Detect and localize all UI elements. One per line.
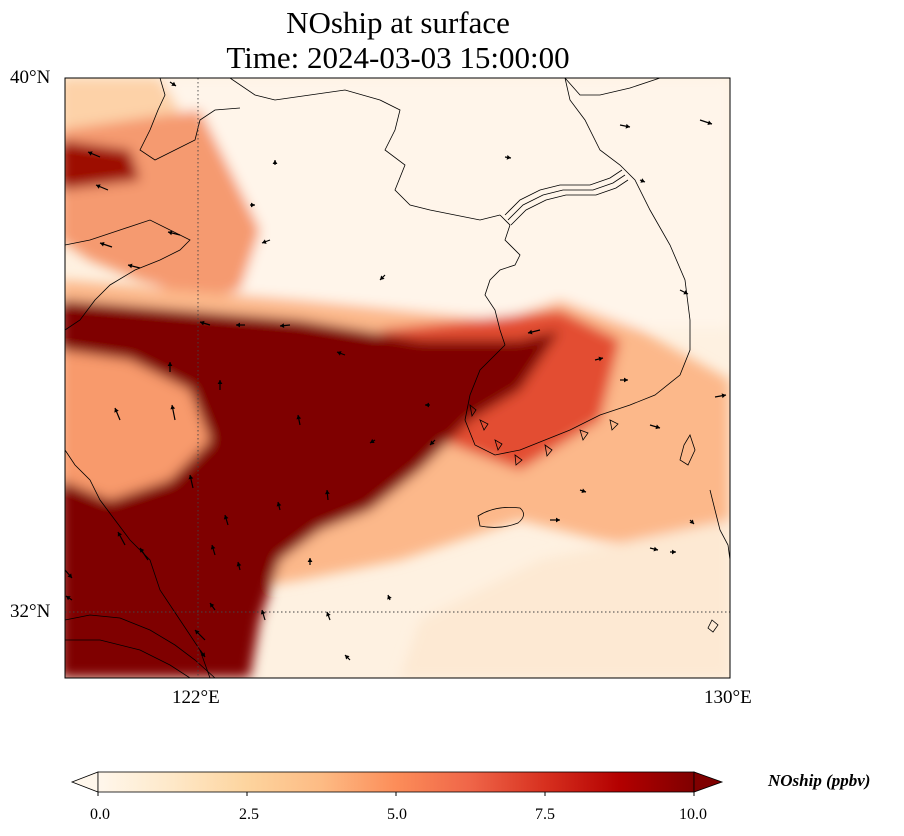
wind-arrow-head	[114, 408, 119, 413]
wind-arrow-head	[210, 603, 215, 608]
lat-tick-40N: 40°N	[10, 67, 51, 88]
wind-arrow-head	[210, 545, 216, 550]
wind-arrow-head	[171, 81, 176, 86]
colorbar-tick-4: 10.0	[679, 806, 707, 823]
wind-arrow-head	[556, 517, 560, 523]
wind-arrow-head	[200, 320, 205, 326]
wind-arrow-head	[430, 440, 435, 445]
wind-arrow-head	[168, 230, 173, 236]
wind-arrow-head	[581, 488, 586, 494]
wind-arrow-head	[689, 519, 694, 524]
title-line-1: NOship at surface	[286, 5, 510, 40]
map-frame	[64, 77, 731, 679]
wind-arrow-head	[307, 558, 313, 562]
wind-arrow-head	[188, 475, 194, 480]
wind-arrow-head	[223, 515, 229, 520]
wind-vectors	[65, 81, 727, 661]
wind-arrow-head	[598, 356, 603, 362]
wind-arrow-head	[200, 652, 205, 657]
colorbar-tick-1: 2.5	[239, 806, 259, 823]
wind-arrow-head	[296, 415, 302, 420]
wind-arrow-head	[100, 241, 105, 247]
wind-arrow-head	[387, 595, 392, 600]
wind-arrow-head	[236, 322, 240, 328]
title-line-2: Time: 2024-03-03 15:00:00	[226, 40, 570, 75]
wind-arrow-head	[625, 123, 630, 129]
wind-arrow-head	[236, 562, 242, 567]
wind-arrow-head	[528, 329, 533, 335]
wind-arrow-head	[425, 402, 429, 408]
wind-arrow-head	[337, 351, 342, 356]
wind-arrow-head	[67, 573, 72, 578]
wind-arrow-head	[506, 154, 511, 160]
colorbar-tick-2: 5.0	[387, 806, 407, 823]
colorbar-gradient	[97, 771, 695, 793]
wind-arrow-head	[370, 438, 375, 443]
wind-arrow-head	[624, 377, 628, 383]
wind-arrow-head	[117, 532, 123, 537]
coastlines	[65, 78, 730, 678]
wind-arrow-head	[640, 178, 645, 183]
wind-arrow-head	[260, 610, 266, 615]
colorbar-tick-0: 0.0	[90, 806, 110, 823]
wind-arrow-head	[262, 239, 267, 244]
gridlines	[65, 78, 730, 678]
wind-arrow-head	[345, 655, 350, 660]
wind-arrow-head	[170, 405, 176, 410]
colorbar-tick-3: 7.5	[535, 806, 555, 823]
wind-arrow-head	[280, 323, 285, 328]
wind-arrow-head	[672, 549, 676, 555]
wind-arrow-head	[325, 490, 330, 495]
wind-arrow-head	[66, 596, 71, 601]
wind-arrow-head	[326, 612, 331, 617]
wind-arrow-head	[96, 184, 101, 189]
wind-arrow-head	[251, 202, 255, 208]
wind-arrow-head	[140, 548, 145, 553]
wind-arrow-head	[88, 151, 93, 156]
lat-tick-32N: 32°N	[10, 601, 51, 622]
colorbar-label: NOship (ppbv)	[768, 771, 871, 790]
colorbar-extend-high	[693, 771, 724, 793]
wind-arrow-head	[653, 546, 658, 552]
wind-arrow-head	[195, 630, 200, 635]
wind-arrow-head	[276, 502, 282, 507]
wind-arrow-head	[167, 362, 173, 366]
wind-arrow-head	[721, 393, 726, 399]
concentration-field	[65, 78, 730, 678]
lon-tick-130E: 130°E	[704, 687, 752, 708]
wind-arrow-head	[217, 380, 223, 384]
lon-tick-122E: 122°E	[172, 687, 220, 708]
wind-arrow-head	[707, 120, 712, 126]
wind-arrow-head	[128, 263, 133, 269]
wind-arrow-head	[683, 290, 688, 295]
colorbar-extend-low	[70, 771, 99, 793]
colorbar	[70, 771, 724, 796]
wind-arrow-head	[380, 275, 385, 280]
wind-arrow-head	[272, 160, 278, 164]
wind-arrow-head	[655, 424, 660, 430]
